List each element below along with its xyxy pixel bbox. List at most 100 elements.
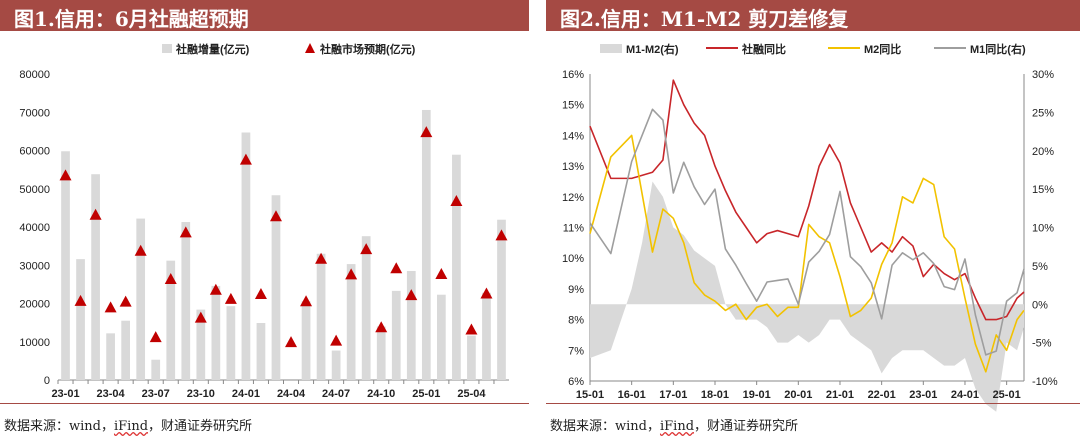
y-left-tick-label: 9% — [568, 284, 584, 296]
legend-swatch-marker — [305, 43, 315, 53]
bar — [136, 218, 146, 380]
expectation-marker — [450, 194, 463, 206]
x-tick-label: 17-01 — [659, 389, 687, 401]
x-tick-label: 24-07 — [322, 388, 350, 400]
x-tick-label: 22-01 — [868, 389, 896, 401]
expectation-marker — [269, 210, 282, 222]
expectation-marker — [300, 295, 313, 307]
source-prefix: 数据来源：wind， — [550, 419, 660, 434]
y-tick-label: 80000 — [19, 69, 50, 81]
y-tick-label: 10000 — [19, 337, 50, 349]
expectation-marker — [420, 126, 433, 138]
chart-header: 图1.信用：6月社融超预期 — [0, 0, 529, 31]
expectation-marker — [360, 243, 373, 255]
expectation-marker — [390, 262, 403, 274]
expectation-marker — [435, 268, 448, 280]
expectation-marker — [465, 323, 478, 335]
legend-label: 社融增量(亿元) — [175, 42, 250, 56]
y-tick-label: 40000 — [19, 222, 50, 234]
bar — [166, 260, 176, 380]
expectation-marker — [89, 208, 102, 220]
bar — [406, 270, 416, 380]
x-tick-label: 23-07 — [142, 388, 170, 400]
source-ifind: iFind — [113, 419, 149, 434]
y-right-tick-label: 15% — [1032, 184, 1054, 196]
bar — [421, 109, 431, 380]
bar — [316, 253, 326, 380]
bar — [256, 323, 266, 380]
y-left-tick-label: 16% — [562, 69, 584, 81]
legend-label: M1同比(右) — [970, 42, 1026, 56]
y-tick-label: 60000 — [19, 146, 50, 158]
expectation-marker — [224, 292, 237, 304]
series-area-m1-m2 — [590, 181, 1024, 412]
bar — [331, 350, 341, 380]
bar — [91, 174, 100, 380]
y-right-tick-label: 5% — [1032, 261, 1048, 273]
bar — [211, 285, 221, 380]
expectation-marker — [330, 334, 343, 346]
y-left-tick-label: 15% — [562, 100, 584, 112]
expectation-marker — [495, 229, 508, 241]
bar — [106, 333, 115, 380]
expectation-marker — [254, 287, 267, 299]
bar — [376, 326, 386, 380]
x-tick-label: 18-01 — [701, 389, 729, 401]
y-right-tick-label: -10% — [1032, 376, 1058, 388]
x-tick-label: 25-01 — [412, 388, 440, 400]
legend-label: 社融市场预期(亿元) — [319, 42, 416, 56]
bar — [226, 306, 236, 380]
chart-title: 图1.信用：6月社融超预期 — [14, 7, 249, 31]
expectation-marker — [315, 252, 328, 264]
y-left-tick-label: 13% — [562, 161, 584, 173]
y-right-tick-label: 0% — [1032, 299, 1048, 311]
y-tick-label: 70000 — [19, 107, 50, 119]
bar — [436, 294, 446, 380]
legend-swatch-bar — [162, 44, 172, 53]
source-note: 数据来源：wind，iFind，财通证券研究所 — [4, 415, 252, 434]
x-tick-label: 23-01 — [909, 389, 937, 401]
x-tick-label: 24-01 — [951, 389, 979, 401]
chart-header: 图2.信用：M1-M2 剪刀差修复 — [546, 0, 1080, 31]
expectation-marker — [59, 169, 72, 181]
legend-swatch-area — [600, 44, 622, 53]
expectation-marker — [405, 289, 418, 301]
y-right-tick-label: 30% — [1032, 69, 1054, 81]
y-tick-label: 20000 — [19, 299, 50, 311]
legend-label: M1-M2(右) — [626, 42, 679, 56]
expectation-marker — [164, 273, 177, 285]
legend-label: M2同比 — [864, 42, 901, 56]
y-left-tick-label: 12% — [562, 192, 584, 204]
y-right-tick-label: 20% — [1032, 146, 1054, 158]
expectation-marker — [345, 268, 358, 280]
bar — [196, 309, 206, 380]
chart-title: 图2.信用：M1-M2 剪刀差修复 — [560, 7, 849, 31]
bar-chart: 0 10000 20000 30000 40000 50000 60000 70000 8000… — [19, 42, 509, 400]
expectation-marker — [134, 244, 147, 256]
y-left-tick-label: 11% — [563, 223, 584, 235]
bar — [361, 236, 371, 380]
x-tick-label: 25-04 — [457, 388, 486, 400]
x-tick-label: 23-01 — [51, 388, 79, 400]
bar — [391, 290, 401, 380]
source-suffix: ，财通证券研究所 — [148, 419, 253, 434]
bar — [482, 292, 491, 380]
expectation-marker — [179, 226, 192, 238]
source-prefix: 数据来源：wind， — [4, 419, 114, 434]
source-ifind: iFind — [659, 419, 695, 434]
expectation-marker — [209, 283, 222, 295]
bar — [76, 259, 85, 380]
chart-panel-m1-m2: 图2.信用：M1-M2 剪刀差修复 6% 7% 8% 9% 10% 11% 12% 13% 14… — [546, 0, 1080, 436]
legend-label: 社融同比 — [741, 42, 786, 56]
y-left-tick-label: 7% — [568, 345, 584, 357]
y-left-tick-label: 14% — [562, 130, 584, 142]
expectation-marker — [119, 295, 132, 307]
expectation-marker — [375, 321, 388, 333]
y-tick-label: 0 — [44, 375, 50, 387]
bar — [497, 219, 506, 380]
x-tick-label: 15-01 — [576, 389, 604, 401]
bar — [151, 359, 161, 380]
bar — [121, 320, 131, 380]
y-right-tick-label: 25% — [1032, 107, 1054, 119]
x-tick-label: 16-01 — [618, 389, 646, 401]
